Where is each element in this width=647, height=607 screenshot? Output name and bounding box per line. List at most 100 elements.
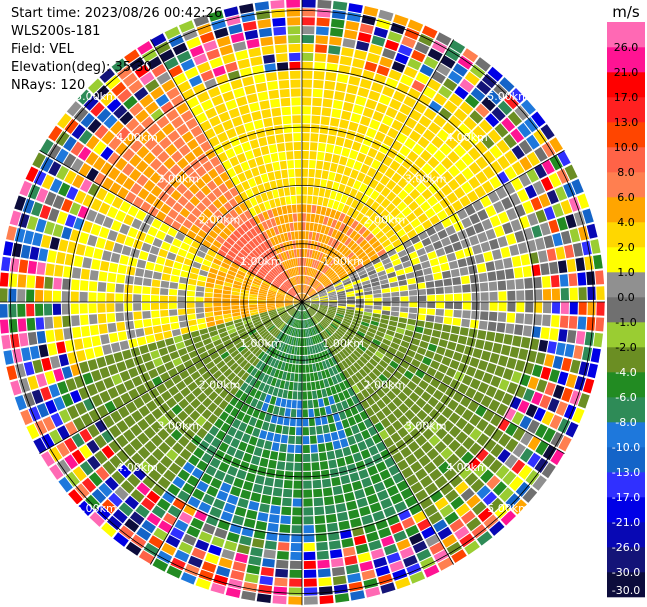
range-gate (312, 363, 317, 372)
range-gate (244, 257, 253, 265)
range-gate (482, 409, 495, 422)
range-gate (316, 550, 329, 560)
range-gate (214, 210, 224, 220)
range-gate (163, 183, 175, 196)
range-gate (277, 308, 286, 313)
range-gate (230, 407, 240, 418)
range-gate (326, 287, 335, 293)
range-gate (186, 36, 201, 49)
range-gate (351, 480, 363, 491)
range-gate (271, 107, 282, 117)
range-gate (3, 350, 14, 365)
range-gate (494, 504, 510, 519)
range-gate (289, 308, 296, 315)
range-gate (304, 285, 308, 293)
range-gate (209, 330, 219, 337)
range-gate (406, 324, 415, 332)
range-gate (403, 170, 415, 182)
range-gate (248, 416, 258, 427)
range-gate (79, 444, 93, 459)
range-gate (47, 143, 62, 160)
range-gate (496, 322, 506, 333)
range-gate (289, 52, 301, 62)
range-gate (190, 158, 202, 170)
range-gate (387, 401, 398, 412)
range-gate (501, 197, 513, 210)
range-gate (490, 160, 503, 175)
range-gate (449, 333, 459, 343)
range-gate (400, 302, 409, 307)
range-gate (459, 78, 475, 93)
range-gate (461, 217, 473, 229)
range-gate (323, 496, 334, 506)
range-gate (425, 315, 435, 322)
range-gate (308, 309, 314, 316)
range-gate (274, 125, 284, 135)
range-gate (343, 166, 352, 177)
range-gate (303, 560, 316, 569)
range-gate (349, 472, 360, 482)
range-gate (260, 173, 269, 183)
range-gate (385, 267, 395, 274)
range-gate (288, 596, 302, 605)
range-gate (318, 273, 324, 281)
range-gate (161, 354, 172, 364)
range-gate (172, 476, 186, 489)
range-gate (183, 404, 195, 416)
range-gate (366, 396, 376, 406)
range-gate (27, 331, 38, 346)
range-gate (286, 305, 294, 310)
range-gate (265, 219, 273, 229)
range-gate (166, 397, 177, 409)
range-gate (117, 187, 129, 200)
range-gate (97, 303, 106, 313)
range-gate (331, 9, 346, 20)
range-gate (88, 314, 98, 325)
range-gate (177, 347, 188, 357)
range-gate (427, 295, 436, 302)
colorbar-tick: 2.0 (617, 241, 635, 254)
colorbar-bin (607, 72, 645, 98)
range-gate (433, 272, 443, 281)
range-gate (313, 399, 319, 408)
range-gate (549, 328, 559, 341)
range-gate (418, 115, 432, 128)
range-gate (185, 252, 196, 261)
range-gate (182, 533, 197, 546)
range-gate (202, 356, 212, 365)
range-gate (281, 313, 289, 320)
range-gate (433, 222, 444, 232)
range-gate (170, 429, 183, 441)
range-gate (294, 310, 299, 318)
range-gate (218, 111, 231, 123)
range-gate (328, 294, 337, 298)
range-gate (487, 66, 503, 82)
range-gate (36, 188, 49, 203)
range-gate (413, 386, 425, 397)
range-gate (278, 151, 286, 161)
range-gate (219, 331, 229, 339)
range-gate (231, 305, 240, 310)
range-gate (149, 245, 160, 255)
range-gate (0, 319, 9, 334)
range-gate (379, 209, 390, 220)
range-gate (231, 375, 240, 385)
range-gate (130, 489, 145, 503)
range-gate (517, 122, 532, 138)
range-gate (139, 94, 154, 108)
range-gate (327, 310, 336, 315)
range-gate (190, 371, 201, 381)
range-gate (304, 320, 307, 329)
range-gate (311, 296, 319, 300)
range-gate (225, 342, 235, 351)
range-gate (296, 320, 300, 328)
range-gate (245, 188, 254, 199)
range-gate (223, 368, 233, 378)
range-gate (159, 137, 172, 150)
range-gate (70, 363, 81, 377)
range-gate (530, 197, 543, 211)
range-gate (525, 302, 534, 313)
range-gate (347, 387, 356, 397)
range-gate (316, 261, 322, 270)
range-gate (240, 308, 249, 312)
